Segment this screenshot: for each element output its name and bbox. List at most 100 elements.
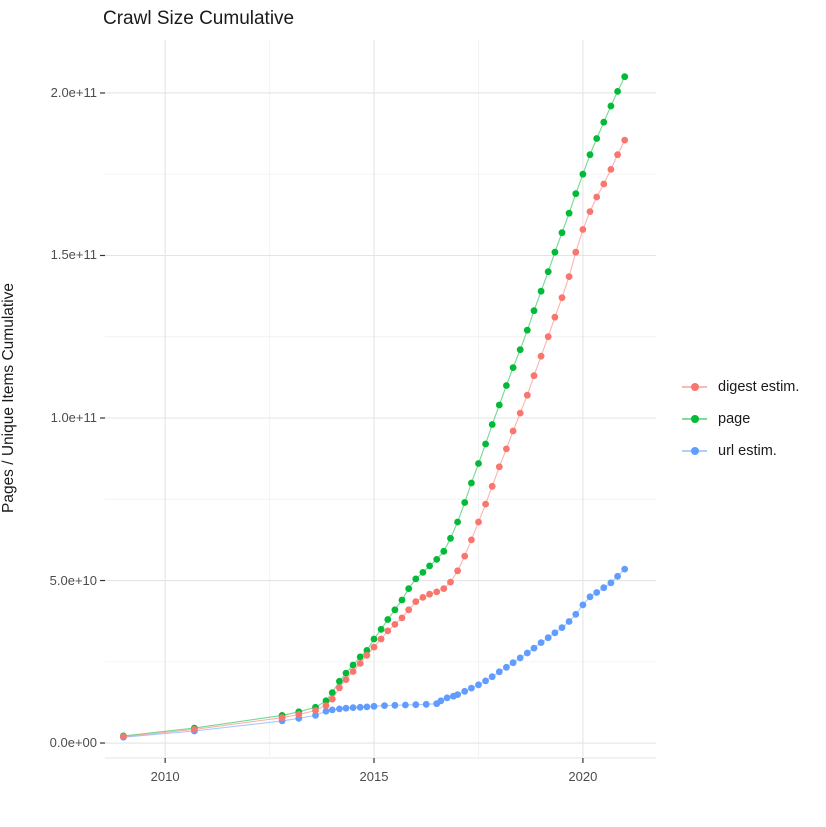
legend-label: page <box>718 410 751 427</box>
data-point <box>336 705 343 713</box>
y-tick-label: 0.0e+00 <box>49 735 97 751</box>
data-point <box>537 639 545 646</box>
data-point <box>322 697 330 705</box>
legend: digest estim. page url estim. <box>682 374 799 463</box>
data-point <box>419 594 427 601</box>
data-point <box>443 694 451 702</box>
data-point <box>488 421 496 428</box>
legend-key-dot <box>690 382 699 391</box>
data-point <box>621 136 629 144</box>
y-tick-label: 1.5e+11 <box>50 247 97 263</box>
data-point <box>523 326 531 334</box>
data-point <box>426 590 433 598</box>
x-tick-label: 2010 <box>150 769 180 784</box>
data-point <box>565 209 573 217</box>
data-point <box>558 624 566 631</box>
data-point <box>191 726 198 733</box>
data-point <box>475 681 482 689</box>
data-point <box>468 479 475 487</box>
data-point <box>342 676 350 683</box>
legend-label: digest estim. <box>718 378 800 395</box>
data-point <box>558 294 566 302</box>
data-point <box>544 268 552 276</box>
data-point <box>440 585 448 592</box>
data-point <box>475 518 482 526</box>
data-point <box>356 660 364 667</box>
data-point <box>342 669 350 677</box>
data-point <box>440 547 448 555</box>
data-point <box>322 707 330 715</box>
data-point <box>356 653 364 661</box>
legend-label: url estim. <box>718 442 777 459</box>
data-point <box>461 552 469 560</box>
data-point <box>437 697 445 705</box>
legend-key-dot <box>690 414 699 423</box>
data-point <box>621 73 629 81</box>
data-point <box>349 668 357 675</box>
data-point <box>551 629 559 637</box>
data-point <box>328 695 336 703</box>
x-tick-label: 2020 <box>568 769 598 784</box>
data-point <box>614 88 621 95</box>
data-point <box>565 273 573 280</box>
data-point <box>391 701 399 709</box>
data-point <box>516 409 524 417</box>
data-point <box>614 151 621 159</box>
data-point <box>586 593 594 601</box>
data-point <box>607 102 615 110</box>
data-point <box>600 118 608 126</box>
y-tick-label: 5.0e+10 <box>49 572 97 588</box>
data-point <box>579 601 587 609</box>
legend-key-icon <box>682 377 707 397</box>
data-point <box>551 248 559 256</box>
data-point <box>565 618 573 625</box>
legend-item-url-estim: url estim. <box>682 438 799 463</box>
data-point <box>405 606 413 614</box>
data-point <box>377 635 385 643</box>
data-point <box>412 701 420 709</box>
data-point <box>495 401 503 409</box>
data-point <box>322 702 330 709</box>
data-point <box>482 440 489 448</box>
data-point <box>537 352 545 360</box>
data-point <box>503 663 510 671</box>
data-point <box>461 687 469 695</box>
data-point <box>363 651 371 659</box>
data-point <box>454 691 461 698</box>
data-point <box>516 654 524 662</box>
data-point <box>509 659 517 667</box>
legend-key-icon <box>682 409 707 429</box>
data-point <box>488 673 496 681</box>
data-point <box>328 706 336 714</box>
data-point <box>523 649 531 657</box>
y-tick-label: 1.0e+11 <box>50 410 97 425</box>
data-point <box>468 684 475 692</box>
data-point <box>336 684 343 692</box>
legend-key-icon <box>682 441 707 461</box>
legend-key-dot <box>690 446 699 455</box>
data-point <box>454 518 461 526</box>
data-point <box>384 616 392 623</box>
data-point <box>120 733 127 740</box>
data-point <box>422 700 430 708</box>
data-point <box>402 701 409 709</box>
data-point <box>370 643 378 651</box>
data-point <box>381 702 388 709</box>
data-point <box>572 248 580 256</box>
data-point <box>328 689 336 696</box>
data-point <box>363 703 371 711</box>
data-point <box>349 704 357 711</box>
data-point <box>621 565 629 573</box>
data-point <box>278 714 286 722</box>
data-point <box>503 382 510 389</box>
data-point <box>495 463 503 471</box>
data-point <box>503 445 510 453</box>
x-tick-label: 2015 <box>359 769 389 784</box>
data-point <box>370 635 378 643</box>
data-point <box>530 644 538 652</box>
data-point <box>509 364 517 371</box>
chart-title: Crawl Size Cumulative <box>103 8 295 29</box>
data-point <box>384 627 392 635</box>
